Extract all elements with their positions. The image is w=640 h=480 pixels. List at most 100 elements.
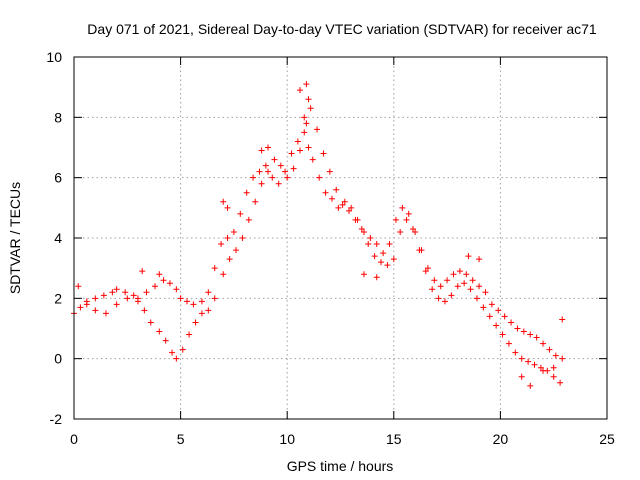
data-point (473, 295, 480, 302)
data-point (288, 150, 295, 157)
data-point (559, 316, 566, 323)
data-point (179, 346, 186, 353)
y-tick-label: 2 (54, 290, 62, 306)
data-point (559, 355, 566, 362)
data-point (265, 168, 272, 175)
data-point (224, 204, 231, 211)
data-point (173, 355, 180, 362)
data-point (339, 201, 346, 208)
x-axis-label: GPS time / hours (287, 458, 394, 474)
data-point (294, 138, 301, 145)
data-point (77, 304, 84, 311)
data-point (550, 373, 557, 380)
data-point (277, 162, 284, 169)
data-point (143, 289, 150, 296)
data-point (525, 358, 532, 365)
data-point (380, 250, 387, 257)
y-tick-labels: -2 0 2 4 6 8 10 (46, 49, 62, 427)
data-point (378, 259, 385, 266)
data-point (245, 216, 252, 223)
data-point (514, 325, 521, 332)
x-tick-labels: 0 5 10 15 20 25 (70, 431, 615, 447)
data-point (173, 286, 180, 293)
data-point (316, 174, 323, 181)
data-point (450, 271, 457, 278)
data-point (495, 307, 502, 314)
data-point (162, 337, 169, 344)
data-point (527, 382, 534, 389)
x-tick-label: 15 (386, 431, 402, 447)
x-tick-label: 25 (599, 431, 615, 447)
data-point (211, 265, 218, 272)
data-point (301, 129, 308, 136)
data-point (218, 241, 225, 248)
data-point (130, 292, 137, 299)
data-point (83, 298, 90, 305)
data-point (448, 292, 455, 299)
data-point (226, 256, 233, 263)
data-point (346, 207, 353, 214)
data-point (250, 174, 257, 181)
data-point (220, 271, 227, 278)
data-point (546, 346, 553, 353)
data-point (102, 310, 109, 317)
data-point (531, 361, 538, 368)
data-point (550, 364, 557, 371)
data-point (392, 216, 399, 223)
data-point (198, 298, 205, 305)
data-point (493, 322, 500, 329)
data-point (373, 274, 380, 281)
data-point (152, 283, 159, 290)
data-point (533, 334, 540, 341)
data-point (75, 283, 82, 290)
data-point (252, 198, 259, 205)
data-point (160, 277, 167, 284)
data-point (328, 195, 335, 202)
data-point (303, 120, 310, 127)
y-tick-label: -2 (50, 411, 63, 427)
data-point (314, 126, 321, 133)
data-point (113, 286, 120, 293)
data-point (305, 144, 312, 151)
y-axis-label: SDTVAR / TECUs (7, 182, 23, 294)
x-tick-label: 10 (279, 431, 295, 447)
y-tick-label: 6 (54, 170, 62, 186)
series-1 (75, 105, 564, 386)
data-point (156, 271, 163, 278)
y-tick-label: 0 (54, 351, 62, 367)
data-point (557, 379, 564, 386)
data-point (499, 331, 506, 338)
data-point (205, 307, 212, 314)
data-point (282, 168, 289, 175)
data-point (320, 150, 327, 157)
data-point (527, 331, 534, 338)
series-2 (139, 81, 566, 389)
data-point (437, 283, 444, 290)
data-point (100, 292, 107, 299)
data-point (480, 304, 487, 311)
data-point (220, 198, 227, 205)
data-point (444, 277, 451, 284)
data-point (501, 313, 508, 320)
data-point (488, 301, 495, 308)
plot-frame (73, 56, 608, 420)
data-point (186, 331, 193, 338)
data-point (463, 271, 470, 278)
grid-lines (74, 57, 607, 419)
y-tick-label: 10 (46, 49, 62, 65)
data-point (230, 228, 237, 235)
data-point (122, 289, 129, 296)
data-point (141, 307, 148, 314)
data-point (305, 96, 312, 103)
data-point (333, 186, 340, 193)
data-point (284, 174, 291, 181)
data-point (190, 301, 197, 308)
data-point (269, 174, 276, 181)
data-point (520, 328, 527, 335)
data-point (307, 105, 314, 112)
data-point (403, 216, 410, 223)
data-point (341, 198, 348, 205)
data-point (198, 310, 205, 317)
data-point (352, 216, 359, 223)
